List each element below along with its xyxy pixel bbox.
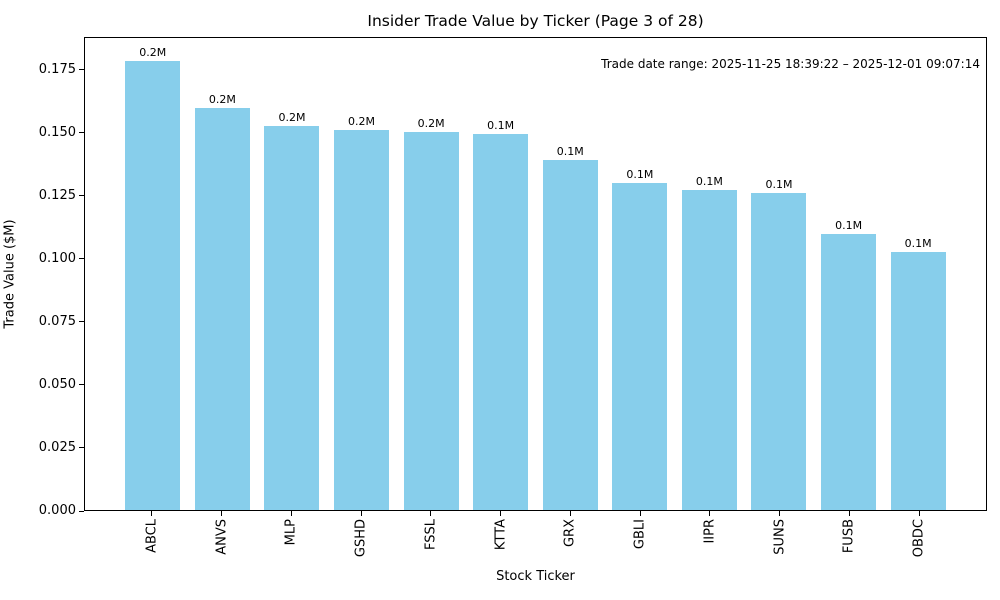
bar-slot: 0.2M (257, 38, 327, 510)
bar-slot: 0.1M (605, 38, 675, 510)
bar-slot: 0.1M (883, 38, 953, 510)
y-tick-label: 0.150 (38, 124, 76, 140)
plot-area: Trade date range: 2025-11-25 18:39:22 – … (84, 37, 987, 511)
x-tick-label-GRX: GRX (562, 519, 578, 548)
bar-slot: 0.1M (466, 38, 536, 510)
bar-value-label: 0.2M (278, 111, 306, 125)
x-tick-label-FUSB: FUSB (841, 519, 857, 554)
bar-IIPR: 0.1M (681, 175, 737, 510)
x-axis-title: Stock Ticker (496, 569, 575, 584)
bar-ANVS: 0.2M (194, 93, 250, 510)
bar-value-label: 0.1M (904, 236, 932, 250)
x-tick-mark (430, 511, 432, 516)
x-tick-label-GSHD: GSHD (353, 519, 369, 558)
bar-GBLI: 0.1M (612, 168, 668, 510)
x-tick-label-MLP: MLP (283, 519, 299, 546)
bar-value-label: 0.2M (348, 115, 376, 129)
y-axis-title: Trade Value ($M) (2, 219, 18, 329)
y-tick-mark (79, 447, 84, 449)
bar-value-label: 0.1M (626, 167, 654, 181)
x-tick-mark (360, 511, 362, 516)
bar-GSHD: 0.2M (334, 115, 390, 510)
bar-slot: 0.1M (814, 38, 884, 510)
bar-slot: 0.2M (188, 38, 258, 510)
bar-OBDC: 0.1M (890, 237, 946, 510)
x-tick-label-ANVS: ANVS (214, 519, 230, 555)
bar-value-label: 0.1M (695, 175, 723, 189)
x-tick-label-KTTA: KTTA (493, 519, 509, 551)
x-tick-label-GBLI: GBLI (632, 519, 648, 550)
x-tick-mark (709, 511, 711, 516)
bar-value-label: 0.1M (556, 145, 584, 159)
bar-slot: 0.2M (327, 38, 397, 510)
bar-GRX: 0.1M (542, 145, 598, 510)
bar-value-label: 0.1M (835, 219, 863, 233)
bar-value-label: 0.2M (208, 92, 236, 106)
chart-title: Insider Trade Value by Ticker (Page 3 of… (367, 12, 704, 30)
y-tick-mark (79, 258, 84, 260)
y-tick-mark (79, 132, 84, 134)
y-tick-label: 0.000 (38, 503, 76, 518)
x-tick-mark (221, 511, 223, 516)
x-tick-mark (290, 511, 292, 516)
x-tick-mark (151, 511, 153, 516)
x-tick-label-ABCL: ABCL (144, 519, 160, 553)
y-tick-mark (79, 321, 84, 323)
bar-slot: 0.1M (744, 38, 814, 510)
y-tick-mark (79, 510, 84, 512)
bar-slot: 0.2M (118, 38, 188, 510)
x-tick-mark (569, 511, 571, 516)
bar-value-label: 0.2M (139, 45, 167, 59)
y-tick-mark (79, 195, 84, 197)
x-tick-mark (500, 511, 502, 516)
bar-FSSL: 0.2M (403, 117, 459, 510)
bar-slot: 0.1M (535, 38, 605, 510)
bar-slot: 0.2M (396, 38, 466, 510)
x-tick-label-IIPR: IIPR (702, 519, 718, 544)
y-tick-label: 0.050 (38, 376, 76, 392)
bar-value-label: 0.2M (417, 117, 445, 131)
bar-slot: 0.1M (675, 38, 745, 510)
bar-SUNS: 0.1M (751, 178, 807, 510)
x-tick-label-OBDC: OBDC (911, 519, 927, 558)
y-tick-label: 0.175 (38, 61, 76, 77)
y-tick-label: 0.125 (38, 187, 76, 203)
bar-value-label: 0.1M (765, 178, 793, 192)
y-tick-label: 0.025 (38, 439, 76, 455)
y-tick-mark (79, 69, 84, 71)
x-tick-label-SUNS: SUNS (772, 519, 788, 555)
date-range-annotation: Trade date range: 2025-11-25 18:39:22 – … (601, 57, 980, 71)
y-tick-mark (79, 384, 84, 386)
x-tick-mark (779, 511, 781, 516)
bar-FUSB: 0.1M (821, 219, 877, 510)
y-tick-label: 0.075 (38, 313, 76, 329)
x-tick-mark (639, 511, 641, 516)
x-tick-mark (848, 511, 850, 516)
bar-ABCL: 0.2M (125, 46, 181, 510)
bar-KTTA: 0.1M (473, 119, 529, 510)
x-tick-label-FSSL: FSSL (423, 519, 439, 550)
bars-container: 0.2M 0.2M 0.2M 0.2M 0.2M 0.1M 0.1M 0.1M 0.1M 0.1M… (85, 38, 986, 510)
bar-MLP: 0.2M (264, 111, 320, 510)
y-tick-label: 0.100 (38, 250, 76, 266)
x-tick-mark (918, 511, 920, 516)
bar-value-label: 0.1M (487, 118, 515, 132)
